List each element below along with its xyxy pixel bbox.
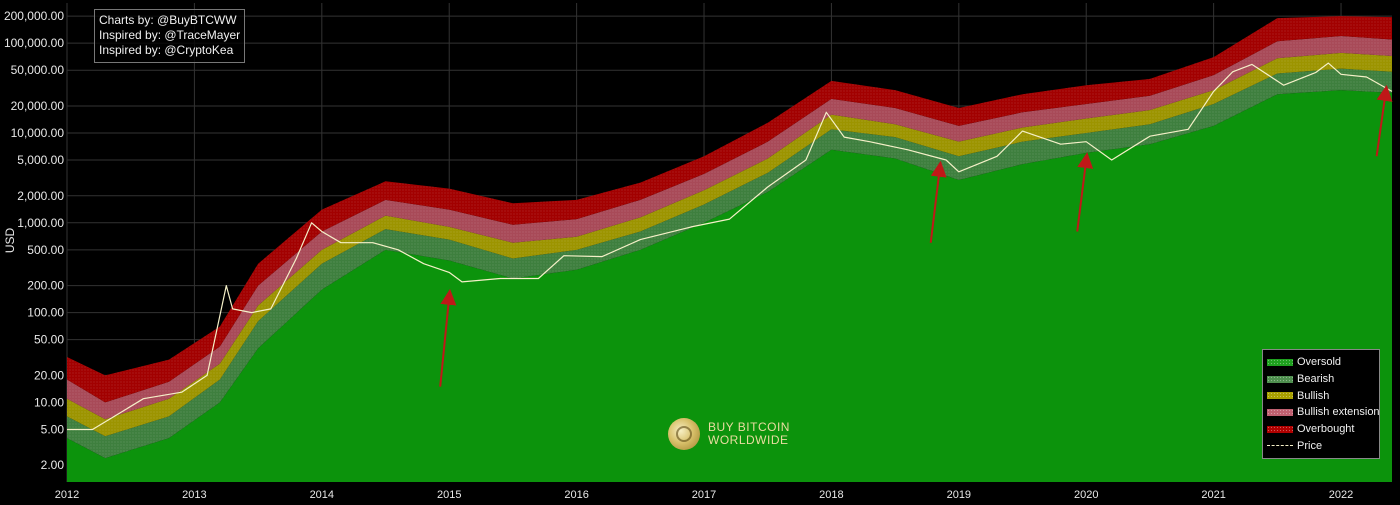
legend-item: Price (1267, 437, 1379, 454)
x-tick-label: 2022 (1329, 489, 1353, 501)
x-tick-label: 2012 (55, 489, 79, 501)
y-tick-label: 200.00 (27, 279, 64, 293)
y-tick-label: 50.00 (34, 333, 64, 347)
x-tick-label: 2018 (819, 489, 843, 501)
y-tick-label: 10,000.00 (11, 126, 65, 140)
y-tick-label: 50,000.00 (11, 63, 65, 77)
credit-line-1: Charts by: @BuyBTCWW (99, 13, 237, 27)
x-tick-label: 2020 (1074, 489, 1098, 501)
x-tick-label: 2019 (947, 489, 971, 501)
y-tick-label: 100.00 (27, 306, 64, 320)
legend-swatch (1267, 358, 1293, 366)
price-line (67, 62, 1393, 431)
band-bearish-texture (67, 68, 1392, 459)
x-axis-ticks: 2012 2013 2014 2015 2016 2017 2018 2019 2020 2021… (55, 489, 1354, 501)
band-bullish-texture (67, 52, 1392, 437)
x-tick-label: 2015 (437, 489, 461, 501)
credit-line-2: Inspired by: @TraceMayer (99, 28, 241, 42)
y-tick-label: 20,000.00 (11, 99, 65, 113)
brand-line-2: WORLDWIDE (708, 433, 789, 447)
legend-label: Oversold (1297, 356, 1342, 369)
x-tick-label: 2016 (564, 489, 588, 501)
legend-item: Overbought (1267, 421, 1379, 438)
y-tick-label: 500.00 (27, 243, 64, 257)
legend-label: Bullish extension (1297, 406, 1380, 419)
price-series (67, 62, 1393, 431)
legend-swatch (1267, 425, 1293, 433)
brand-line-1: BUY BITCOIN (708, 420, 790, 434)
y-tick-label: 100,000.00 (4, 36, 64, 50)
annotation-arrow-4 (1375, 84, 1393, 157)
y-tick-label: 5,000.00 (17, 153, 64, 167)
annotation-arrow-3 (1076, 152, 1094, 232)
x-tick-label: 2014 (310, 489, 334, 501)
brand-logo-icon (668, 418, 700, 450)
legend-item: Bullish (1267, 387, 1379, 404)
legend-item: Bullish extension (1267, 404, 1380, 421)
legend-item: Bearish (1267, 371, 1379, 388)
y-tick-label: 10.00 (34, 395, 64, 409)
legend-label: Price (1297, 439, 1323, 452)
band-overbought-texture (67, 16, 1392, 403)
credits-box: Charts by: @BuyBTCWW Inspired by: @Trace… (94, 9, 246, 63)
annotation-arrows (439, 84, 1393, 387)
band-oversold (67, 90, 1392, 483)
y-tick-label: 2,000.00 (17, 189, 64, 203)
y-tick-label: 1,000.00 (17, 216, 64, 230)
legend-item: Oversold (1267, 354, 1379, 371)
y-axis-label: USD (3, 228, 17, 254)
annotation-arrow-2 (929, 160, 947, 243)
chart-legend: Oversold Bearish Bullish Bullish extension O… (1262, 349, 1380, 459)
legend-label: Bullish (1297, 389, 1330, 402)
price-bands (67, 16, 1392, 483)
x-tick-label: 2013 (182, 489, 206, 501)
legend-swatch (1267, 392, 1293, 400)
y-axis-ticks: 2.00 5.00 10.00 20.00 50.00 100.00 200.00 500.0… (4, 9, 64, 472)
y-tick-label: 200,000.00 (4, 9, 64, 23)
brand-watermark: BUY BITCOIN WORLDWIDE (668, 418, 790, 450)
y-tick-label: 5.00 (41, 422, 65, 436)
legend-label: Bearish (1297, 373, 1335, 386)
x-tick-label: 2017 (692, 489, 716, 501)
y-tick-label: 20.00 (34, 368, 64, 382)
legend-swatch (1267, 375, 1293, 383)
annotation-arrow-1 (439, 288, 457, 387)
legend-swatch (1267, 408, 1293, 416)
credit-line-3: Inspired by: @CryptoKea (99, 43, 234, 57)
legend-label: Overbought (1297, 423, 1355, 436)
legend-swatch (1267, 445, 1293, 447)
band-bullish-extension-texture (67, 36, 1392, 420)
x-tick-label: 2021 (1201, 489, 1225, 501)
y-tick-label: 2.00 (41, 458, 65, 472)
